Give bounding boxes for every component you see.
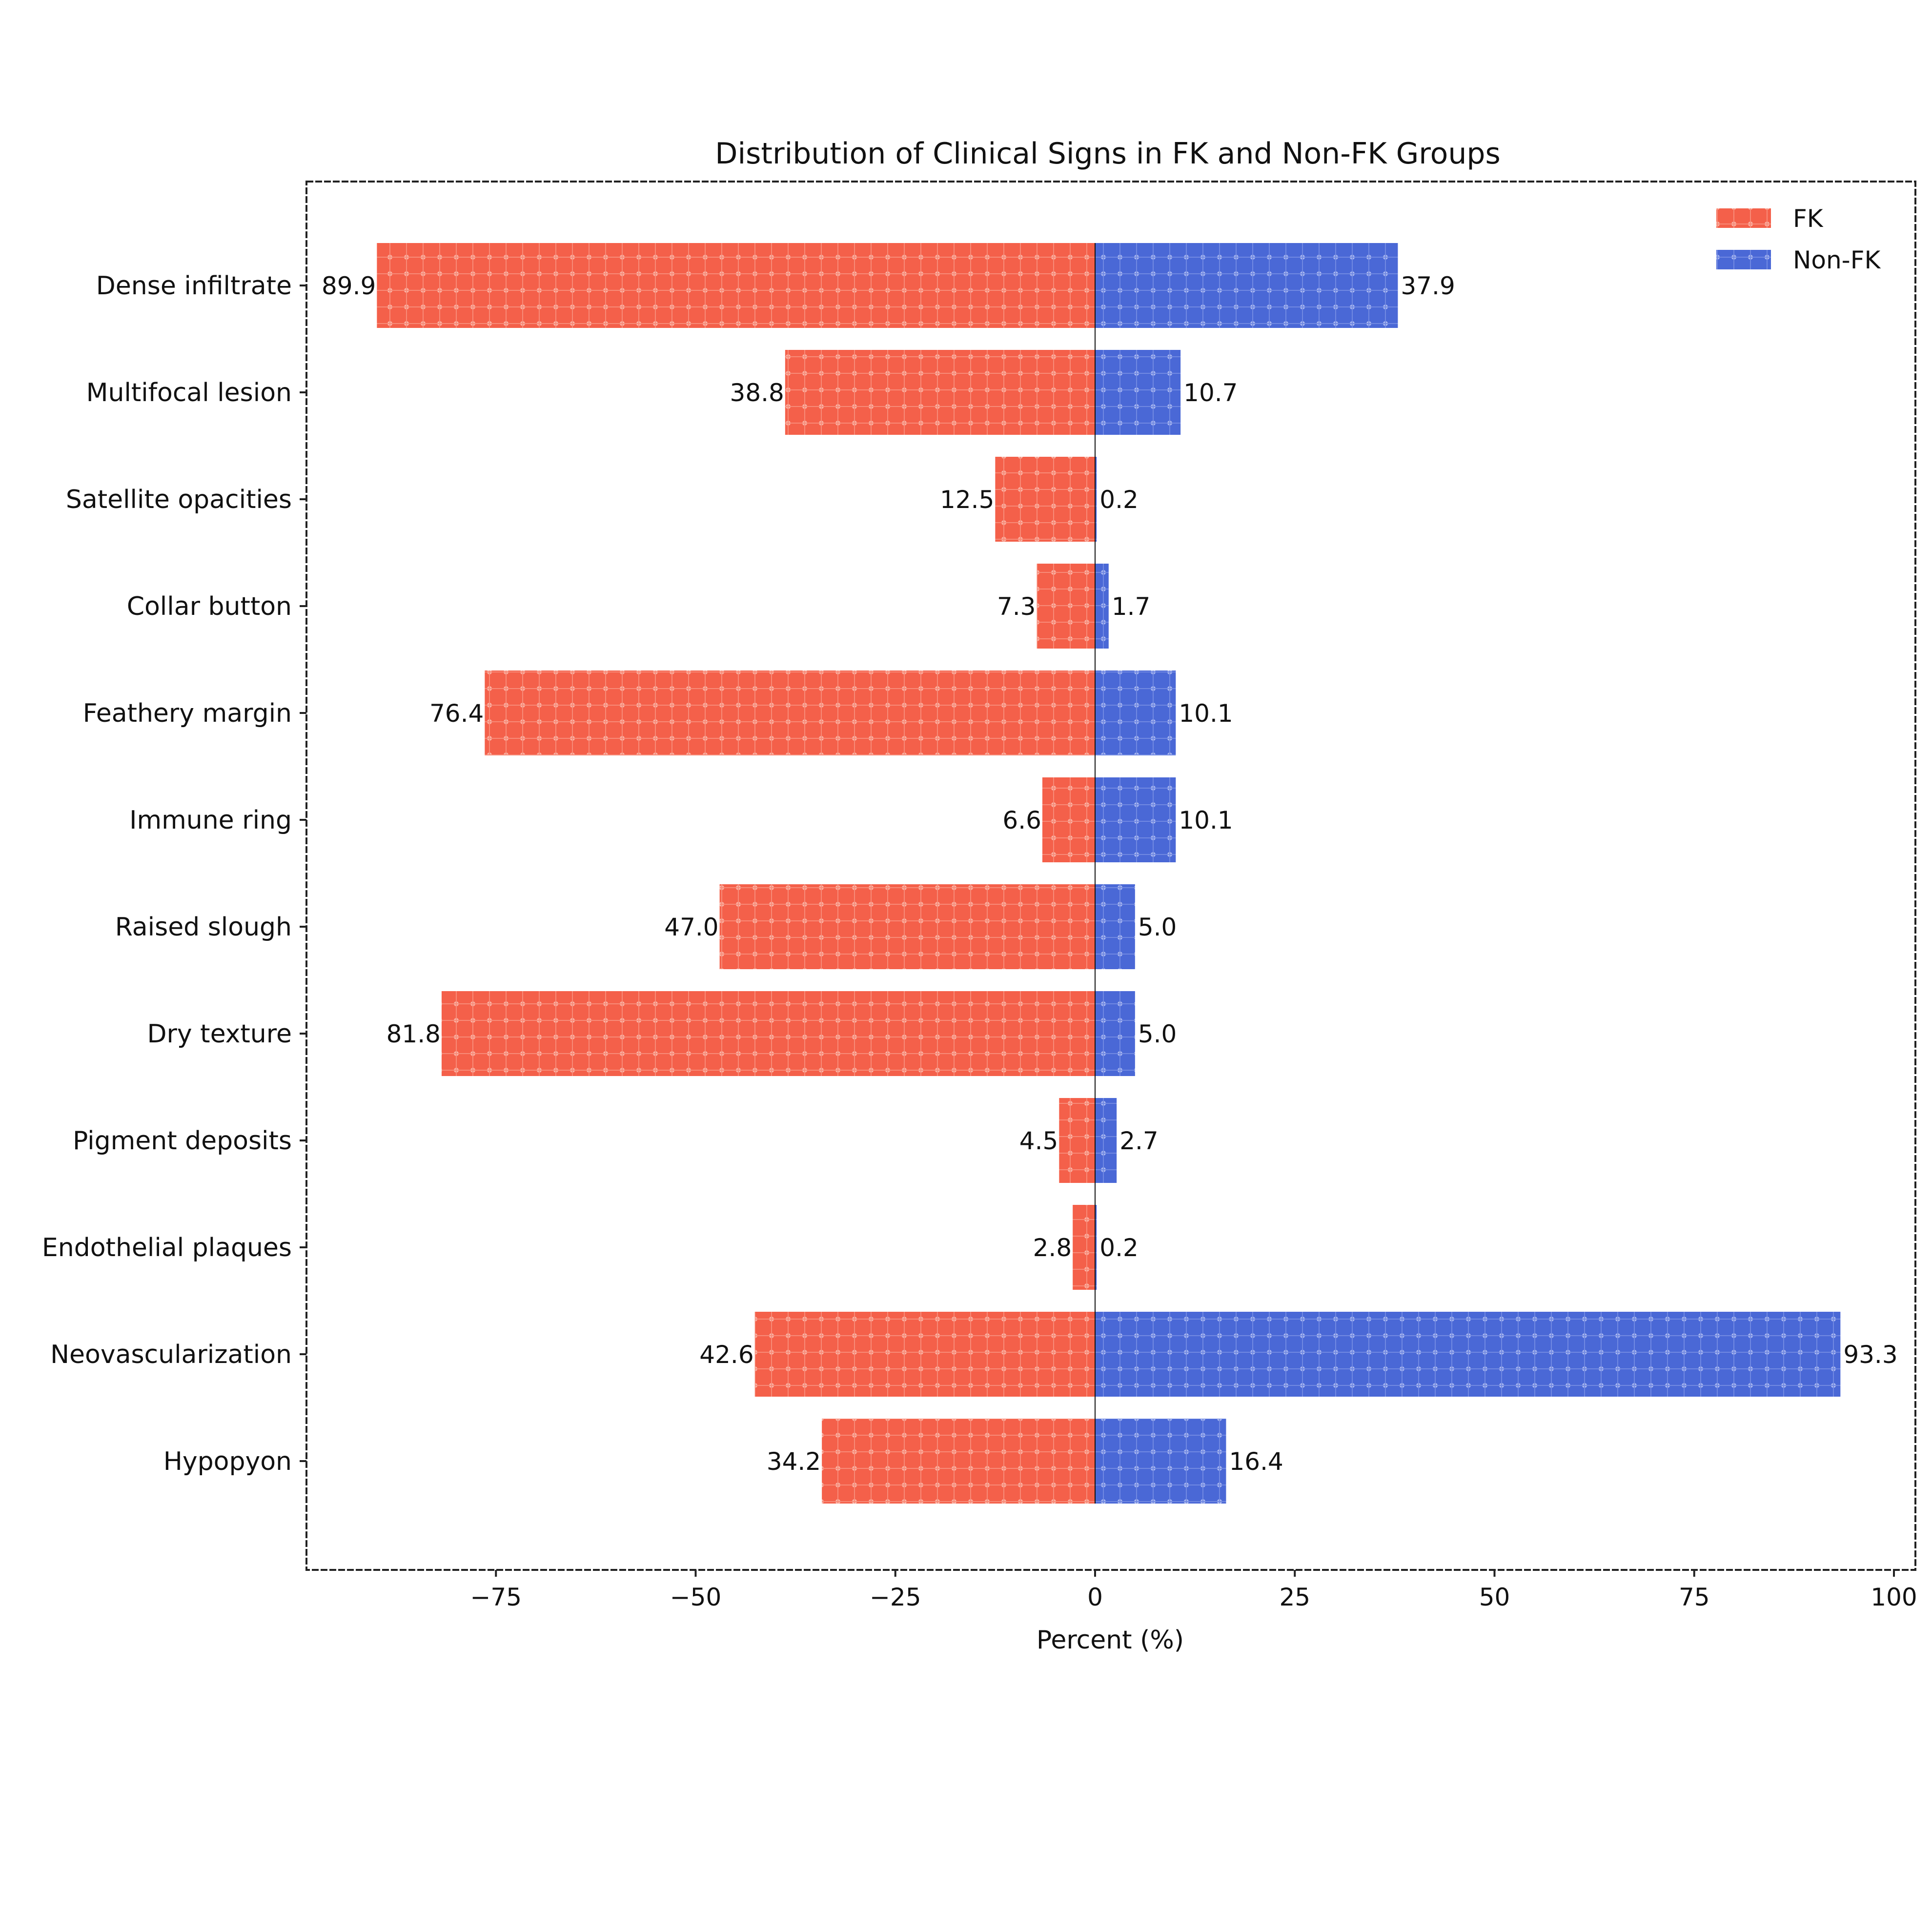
y-tick-label: Endothelial plaques: [42, 1233, 292, 1262]
legend-swatch-fk: [1716, 208, 1771, 228]
value-label-fk: 89.9: [322, 272, 376, 300]
bar-fk: [1042, 777, 1095, 862]
x-tick-label: −25: [870, 1583, 921, 1611]
bar-nonfk: [1095, 671, 1176, 755]
plot-frame: [305, 181, 1916, 1571]
value-label-nonfk: 10.7: [1183, 379, 1238, 407]
value-label-nonfk: 93.3: [1843, 1341, 1897, 1369]
bar-nonfk: [1095, 243, 1398, 328]
legend-swatch-nonfk: [1716, 250, 1771, 269]
axis-ticks-layer: Dense infiltrate Multifocal lesion Satelli…: [42, 271, 1917, 1611]
value-label-fk: 76.4: [429, 699, 484, 728]
value-label-nonfk: 1.7: [1112, 592, 1151, 621]
value-label-fk: 81.8: [386, 1020, 441, 1048]
bar-fk: [785, 350, 1095, 435]
bar-nonfk: [1095, 1312, 1841, 1397]
bar-fk: [822, 1419, 1095, 1504]
value-label-fk: 34.2: [767, 1447, 821, 1476]
x-tick-label: 50: [1479, 1583, 1510, 1611]
bars-layer: [377, 243, 1841, 1504]
value-label-fk: 47.0: [664, 913, 718, 941]
y-tick-label: Neovascularization: [50, 1340, 292, 1369]
bar-nonfk: [1095, 777, 1176, 862]
value-label-fk: 7.3: [997, 592, 1036, 621]
y-tick-label: Pigment deposits: [73, 1126, 292, 1156]
value-label-fk: 12.5: [940, 486, 994, 514]
legend: FK Non-FK: [1716, 204, 1881, 274]
y-tick-label: Dry texture: [147, 1019, 292, 1049]
value-label-nonfk: 10.1: [1179, 806, 1233, 834]
bar-nonfk: [1095, 991, 1135, 1076]
value-label-nonfk: 10.1: [1179, 699, 1233, 728]
bar-nonfk: [1095, 1098, 1117, 1183]
x-tick-label: −75: [470, 1583, 522, 1611]
bar-nonfk: [1095, 884, 1135, 969]
bar-fk: [754, 1312, 1095, 1397]
value-label-nonfk: 5.0: [1138, 913, 1177, 941]
bar-fk: [1037, 564, 1095, 649]
bar-fk: [485, 671, 1095, 755]
value-label-nonfk: 16.4: [1229, 1447, 1283, 1476]
y-tick-label: Collar button: [127, 592, 292, 621]
value-label-fk: 6.6: [1002, 806, 1041, 834]
y-tick-label: Immune ring: [129, 806, 292, 835]
value-label-fk: 42.6: [699, 1341, 753, 1369]
y-tick-label: Feathery margin: [83, 699, 292, 728]
x-tick-label: 75: [1679, 1583, 1710, 1611]
y-tick-label: Raised slough: [115, 913, 292, 942]
bar-nonfk: [1095, 457, 1097, 542]
x-tick-label: −50: [670, 1583, 722, 1611]
x-tick-label: 100: [1871, 1583, 1917, 1611]
chart-title: Distribution of Clinical Signs in FK and…: [715, 137, 1500, 171]
x-tick-label: 25: [1279, 1583, 1310, 1611]
bar-nonfk: [1095, 1205, 1097, 1290]
value-label-fk: 38.8: [730, 379, 784, 407]
bar-fk: [719, 884, 1095, 969]
bar-nonfk: [1095, 1419, 1226, 1504]
legend-label-fk: FK: [1793, 204, 1824, 233]
value-label-nonfk: 5.0: [1138, 1020, 1177, 1048]
bar-fk: [1059, 1098, 1095, 1183]
value-label-fk: 2.8: [1033, 1234, 1072, 1262]
value-labels-layer: 89.9 37.9 38.8 10.7 12.5 0.2 7.3 1.7 76.4 10.1 6.6…: [322, 272, 1898, 1476]
bar-fk: [995, 457, 1095, 542]
value-label-fk: 4.5: [1019, 1127, 1058, 1155]
value-label-nonfk: 0.2: [1099, 1234, 1139, 1262]
x-axis-label: Percent (%): [1037, 1626, 1184, 1655]
y-tick-label: Satellite opacities: [66, 485, 292, 514]
bar-fk: [441, 991, 1095, 1076]
bar-nonfk: [1095, 350, 1181, 435]
value-label-nonfk: 37.9: [1401, 272, 1455, 300]
bar-fk: [377, 243, 1096, 328]
legend-label-nonfk: Non-FK: [1793, 246, 1881, 274]
bar-fk: [1073, 1205, 1095, 1290]
value-label-nonfk: 0.2: [1099, 486, 1139, 514]
y-tick-label: Multifocal lesion: [86, 378, 292, 407]
y-tick-label: Dense infiltrate: [96, 271, 292, 301]
y-tick-label: Hypopyon: [163, 1447, 292, 1476]
value-label-nonfk: 2.7: [1119, 1127, 1159, 1155]
x-tick-label: 0: [1087, 1583, 1103, 1611]
bar-nonfk: [1095, 564, 1109, 649]
